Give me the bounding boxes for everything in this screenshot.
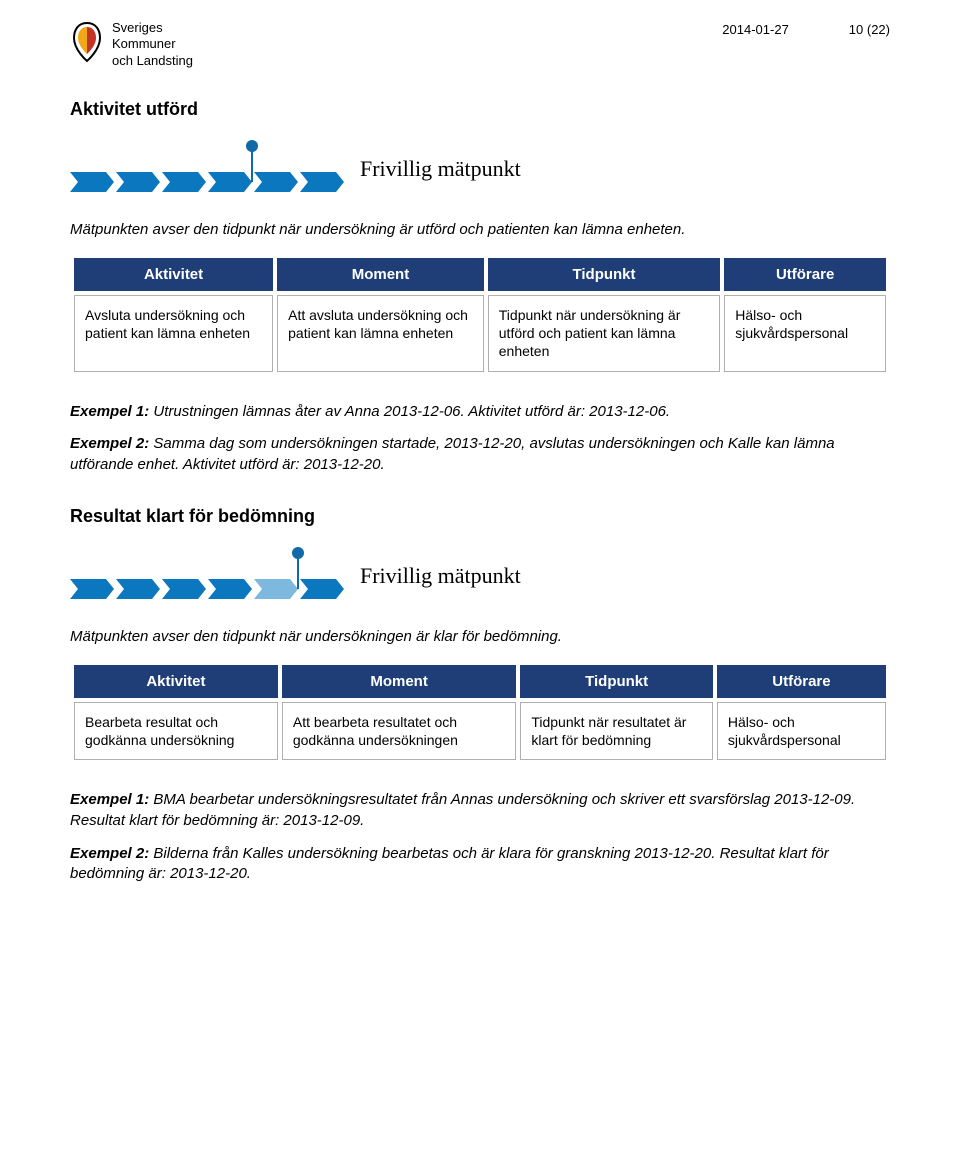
timeline2-block: Frivillig mätpunkt bbox=[70, 545, 890, 607]
example2-body: Samma dag som undersökningen startade, 2… bbox=[70, 435, 835, 473]
timeline1-diagram bbox=[70, 138, 346, 200]
example1-body: BMA bearbetar undersökningsresultatet fr… bbox=[70, 791, 855, 829]
section2-example1: Exempel 1: BMA bearbetar undersökningsre… bbox=[70, 790, 890, 831]
timeline2-label: Frivillig mätpunkt bbox=[360, 563, 521, 589]
document-date: 2014-01-27 bbox=[722, 22, 789, 37]
section1-example2: Exempel 2: Samma dag som undersökningen … bbox=[70, 434, 890, 475]
section2-intro: Mätpunkten avser den tidpunkt när unders… bbox=[70, 627, 890, 647]
example1-label: Exempel 1: bbox=[70, 791, 149, 808]
section1-example1: Exempel 1: Utrustningen lämnas åter av A… bbox=[70, 402, 890, 423]
cell-tidpunkt: Tidpunkt när resultatet är klart för bed… bbox=[520, 702, 713, 760]
th-moment: Moment bbox=[277, 258, 484, 291]
org-line2: Kommuner bbox=[112, 36, 193, 52]
section2-title: Resultat klart för bedömning bbox=[70, 506, 890, 527]
example2-label: Exempel 2: bbox=[70, 845, 149, 862]
example2-body: Bilderna från Kalles undersökning bearbe… bbox=[70, 845, 829, 883]
table-header-row: Aktivitet Moment Tidpunkt Utförare bbox=[74, 258, 886, 291]
timeline1-label: Frivillig mätpunkt bbox=[360, 156, 521, 182]
th-utforare: Utförare bbox=[717, 665, 886, 698]
cell-utforare: Hälso- och sjukvårdspersonal bbox=[724, 295, 886, 372]
cell-tidpunkt: Tidpunkt när undersökning är utförd och … bbox=[488, 295, 720, 372]
org-line3: och Landsting bbox=[112, 53, 193, 69]
skl-logo-icon bbox=[70, 20, 104, 64]
cell-moment: Att bearbeta resultatet och godkänna und… bbox=[282, 702, 516, 760]
section1-table: Aktivitet Moment Tidpunkt Utförare Avslu… bbox=[70, 254, 890, 376]
table-header-row: Aktivitet Moment Tidpunkt Utförare bbox=[74, 665, 886, 698]
th-moment: Moment bbox=[282, 665, 516, 698]
example2-label: Exempel 2: bbox=[70, 435, 149, 452]
th-aktivitet: Aktivitet bbox=[74, 665, 278, 698]
example1-body: Utrustningen lämnas åter av Anna 2013-12… bbox=[149, 403, 670, 420]
logo-block: Sveriges Kommuner och Landsting bbox=[70, 20, 193, 69]
cell-moment: Att avsluta undersökning och patient kan… bbox=[277, 295, 484, 372]
cell-aktivitet: Avsluta undersökning och patient kan läm… bbox=[74, 295, 273, 372]
timeline2-diagram bbox=[70, 545, 346, 607]
section2-example2: Exempel 2: Bilderna från Kalles undersök… bbox=[70, 844, 890, 885]
section2-table: Aktivitet Moment Tidpunkt Utförare Bearb… bbox=[70, 661, 890, 764]
section1-intro: Mätpunkten avser den tidpunkt när unders… bbox=[70, 220, 890, 240]
timeline1-block: Frivillig mätpunkt bbox=[70, 138, 890, 200]
page-header: Sveriges Kommuner och Landsting 2014-01-… bbox=[70, 20, 890, 69]
cell-aktivitet: Bearbeta resultat och godkänna undersökn… bbox=[74, 702, 278, 760]
th-tidpunkt: Tidpunkt bbox=[520, 665, 713, 698]
page-number: 10 (22) bbox=[849, 22, 890, 37]
org-line1: Sveriges bbox=[112, 20, 193, 36]
table-row: Avsluta undersökning och patient kan läm… bbox=[74, 295, 886, 372]
th-tidpunkt: Tidpunkt bbox=[488, 258, 720, 291]
example1-label: Exempel 1: bbox=[70, 403, 149, 420]
table-row: Bearbeta resultat och godkänna undersökn… bbox=[74, 702, 886, 760]
section1-title: Aktivitet utförd bbox=[70, 99, 890, 120]
th-aktivitet: Aktivitet bbox=[74, 258, 273, 291]
th-utforare: Utförare bbox=[724, 258, 886, 291]
org-name: Sveriges Kommuner och Landsting bbox=[112, 20, 193, 69]
cell-utforare: Hälso- och sjukvårdspersonal bbox=[717, 702, 886, 760]
date-page: 2014-01-27 10 (22) bbox=[722, 20, 890, 37]
